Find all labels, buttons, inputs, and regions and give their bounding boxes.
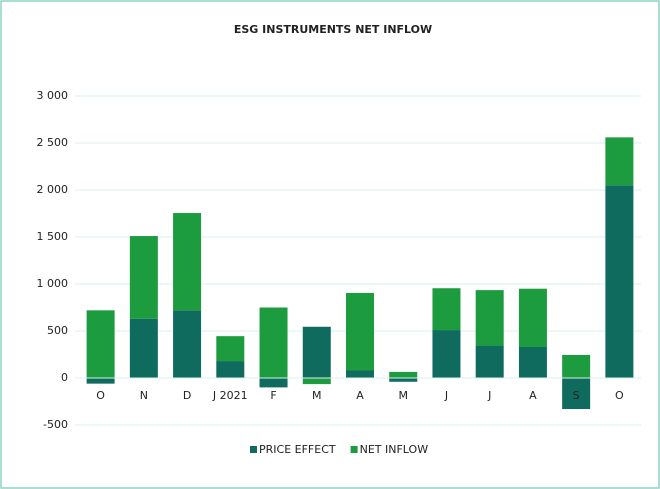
bar-segment (259, 307, 288, 378)
bar-segment (389, 378, 418, 382)
x-tick-label: M (398, 389, 408, 402)
bar-segment (518, 288, 547, 347)
legend-swatch (350, 446, 358, 453)
y-tick-label: 2 500 (37, 136, 69, 149)
x-tick-label: J (487, 389, 491, 402)
bar-segment (129, 318, 158, 378)
y-tick-label: 500 (47, 324, 68, 337)
bar-segment (86, 378, 115, 384)
x-tick-label: O (615, 389, 624, 402)
bar-segment (562, 354, 591, 378)
bar-segment (259, 378, 288, 388)
y-tick-label: 0 (61, 371, 68, 384)
x-tick-label: S (573, 389, 580, 402)
bar-segment (129, 236, 158, 319)
bar-segment (432, 330, 461, 378)
bar-segment (605, 137, 634, 186)
x-tick-label: D (183, 389, 191, 402)
legend-label: PRICE EFFECT (259, 443, 336, 456)
bar-segment (216, 336, 245, 362)
y-tick-label: 3 000 (37, 89, 69, 102)
bar-segment (389, 371, 418, 378)
x-tick-label: J (444, 389, 448, 402)
bar-segment (216, 361, 245, 378)
legend-swatch (250, 446, 257, 453)
y-tick-label: 1 500 (37, 230, 69, 243)
bar-segment (562, 378, 591, 410)
x-tick-label: A (529, 389, 537, 402)
bar-segment (346, 370, 374, 378)
bar-segment (302, 326, 331, 378)
bar-segment (302, 378, 331, 385)
x-tick-label: F (270, 389, 276, 402)
legend-label: NET INFLOW (360, 443, 429, 456)
chart-title: ESG INSTRUMENTS NET INFLOW (234, 23, 432, 36)
x-tick-label: N (140, 389, 148, 402)
bar-segment (518, 346, 547, 378)
bar-segment (173, 310, 202, 378)
y-tick-label: 1 000 (37, 277, 69, 290)
bar-segment (346, 292, 374, 371)
bar-segment (475, 290, 504, 346)
x-tick-label: O (96, 389, 105, 402)
bar-segment (173, 213, 202, 311)
y-tick-label: -500 (43, 418, 68, 431)
x-tick-label: M (312, 389, 322, 402)
x-tick-label: J 2021 (212, 389, 248, 402)
bar-segment (475, 345, 504, 378)
bar-segment (432, 288, 461, 331)
bar-segment (86, 310, 115, 378)
y-tick-label: 2 000 (37, 183, 69, 196)
x-tick-label: A (356, 389, 364, 402)
bar-segment (605, 185, 634, 378)
